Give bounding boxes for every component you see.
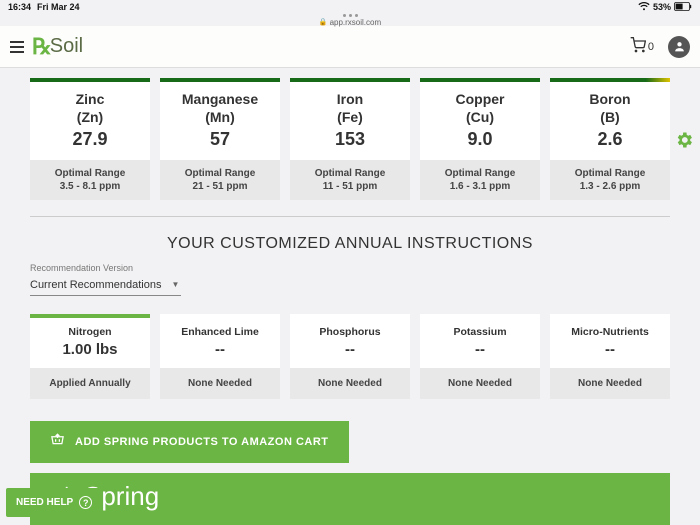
battery-percent: 53% [653,2,671,12]
nutrient-name: Manganese [164,90,276,109]
instruction-name: Nitrogen [32,326,148,338]
help-icon: ? [79,496,92,509]
nutrient-value: 9.0 [424,129,536,150]
need-help-button[interactable]: NEED HELP ? [6,488,102,517]
logo[interactable]: ℞Soil [32,34,83,60]
instruction-card-nitrogen[interactable]: Nitrogen 1.00 lbs Applied Annually [30,314,150,399]
recommendation-version-value: Current Recommendations [30,279,161,291]
instruction-footer: Applied Annually [30,368,150,399]
lock-icon: 🔒 [319,18,328,26]
gear-icon[interactable] [674,130,694,156]
nutrient-card-copper[interactable]: Copper (Cu) 9.0 Optimal Range 1.6 - 3.1 … [420,78,540,200]
season-bar[interactable]: Spring [30,473,670,525]
wifi-icon [638,2,650,13]
nutrient-symbol: (Cu) [424,109,536,125]
nutrient-name: Boron [554,90,666,109]
instruction-card-lime[interactable]: Enhanced Lime -- None Needed [160,314,280,399]
recommendation-version-label: Recommendation Version [30,263,670,273]
nutrient-name: Copper [424,90,536,109]
instructions-title: YOUR CUSTOMIZED ANNUAL INSTRUCTIONS [30,235,670,253]
instruction-name: Micro-Nutrients [552,326,668,338]
range-label: Optimal Range [162,168,278,179]
range-label: Optimal Range [422,168,538,179]
instruction-name: Enhanced Lime [162,326,278,338]
nutrient-symbol: (B) [554,109,666,125]
nutrient-value: 27.9 [34,129,146,150]
cart-count: 0 [648,41,654,53]
instruction-value: 1.00 lbs [32,341,148,358]
add-cart-icon [50,433,65,451]
range-label: Optimal Range [32,168,148,179]
instruction-card-micronutrients[interactable]: Micro-Nutrients -- None Needed [550,314,670,399]
logo-soil: Soil [50,35,83,58]
instructions-row: Nitrogen 1.00 lbs Applied Annually Enhan… [30,314,670,399]
instruction-value: -- [162,341,278,358]
browser-dots-icon[interactable] [343,14,358,17]
cart-button[interactable]: 0 [630,37,654,56]
account-avatar[interactable] [668,36,690,58]
nutrient-name: Zinc [34,90,146,109]
content-area: Zinc (Zn) 27.9 Optimal Range 3.5 - 8.1 p… [0,68,700,525]
range-value: 1.6 - 3.1 ppm [422,181,538,192]
range-label: Optimal Range [292,168,408,179]
instruction-name: Potassium [422,326,538,338]
nutrient-card-zinc[interactable]: Zinc (Zn) 27.9 Optimal Range 3.5 - 8.1 p… [30,78,150,200]
instruction-card-phosphorus[interactable]: Phosphorus -- None Needed [290,314,410,399]
recommendation-version-select[interactable]: Current Recommendations ▼ [30,277,181,296]
nutrient-card-manganese[interactable]: Manganese (Mn) 57 Optimal Range 21 - 51 … [160,78,280,200]
nutrient-card-iron[interactable]: Iron (Fe) 153 Optimal Range 11 - 51 ppm [290,78,410,200]
browser-url: app.rxsoil.com [330,18,382,27]
status-date: Fri Mar 24 [37,2,80,12]
range-value: 1.3 - 2.6 ppm [552,181,668,192]
range-value: 3.5 - 8.1 ppm [32,181,148,192]
instruction-footer: None Needed [550,368,670,399]
nutrient-symbol: (Fe) [294,109,406,125]
range-value: 11 - 51 ppm [292,181,408,192]
battery-icon [674,2,692,13]
need-help-label: NEED HELP [16,497,73,508]
status-time: 16:34 [8,2,31,12]
range-value: 21 - 51 ppm [162,181,278,192]
add-spring-products-button[interactable]: ADD SPRING PRODUCTS TO AMAZON CART [30,421,349,463]
instruction-footer: None Needed [420,368,540,399]
menu-icon[interactable] [10,41,24,53]
section-divider [30,216,670,217]
nutrient-value: 2.6 [554,129,666,150]
browser-chrome: 🔒app.rxsoil.com [0,14,700,26]
instruction-footer: None Needed [290,368,410,399]
instruction-name: Phosphorus [292,326,408,338]
nutrient-value: 153 [294,129,406,150]
nutrient-symbol: (Zn) [34,109,146,125]
nutrients-row: Zinc (Zn) 27.9 Optimal Range 3.5 - 8.1 p… [30,78,670,200]
nutrient-card-boron[interactable]: Boron (B) 2.6 Optimal Range 1.3 - 2.6 pp… [550,78,670,200]
instruction-value: -- [292,341,408,358]
range-label: Optimal Range [552,168,668,179]
ipad-status-bar: 16:34 Fri Mar 24 53% [0,0,700,14]
nutrient-name: Iron [294,90,406,109]
cart-icon [630,37,646,56]
instruction-value: -- [552,341,668,358]
app-header: ℞Soil 0 [0,26,700,68]
chevron-down-icon: ▼ [171,280,179,289]
nutrient-symbol: (Mn) [164,109,276,125]
add-cart-label: ADD SPRING PRODUCTS TO AMAZON CART [75,436,329,448]
nutrient-value: 57 [164,129,276,150]
instruction-footer: None Needed [160,368,280,399]
instruction-card-potassium[interactable]: Potassium -- None Needed [420,314,540,399]
instruction-value: -- [422,341,538,358]
